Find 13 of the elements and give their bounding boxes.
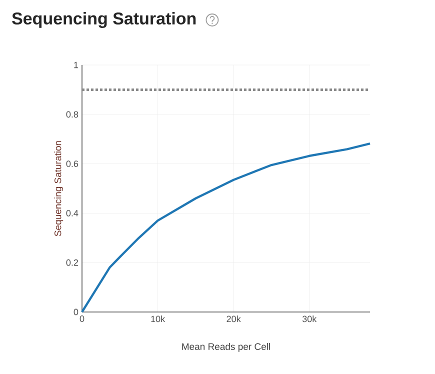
y-tick-label: 1 [74,62,78,68]
chart-title: Sequencing Saturation [12,12,196,28]
x-tick-label: 10k [151,316,166,322]
y-tick-label: 0.2 [66,259,78,266]
x-axis-title: Mean Reads per Cell [182,343,270,352]
y-tick-label: 0 [74,308,78,316]
x-tick-label: 0 [80,316,84,322]
y-axis-title: Sequencing Saturation [54,141,64,236]
y-tick-label: 0.8 [66,111,78,118]
y-tick-label: 0.6 [66,160,78,167]
x-tick-label: 30k [302,316,317,322]
y-tick-label: 0.4 [66,210,78,216]
x-tick-label: 20k [226,316,241,322]
